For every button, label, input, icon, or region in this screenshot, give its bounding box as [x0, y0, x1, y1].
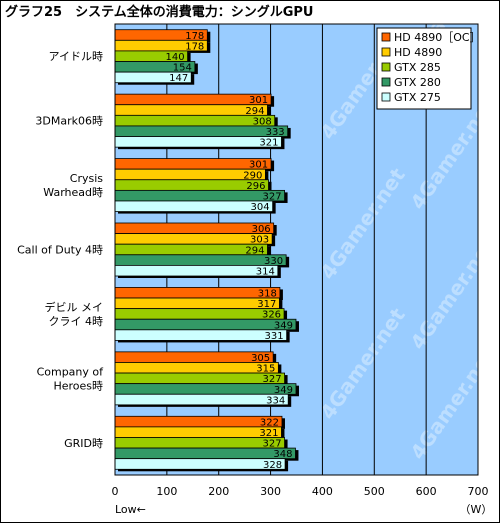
bar: [114, 351, 274, 363]
bar: [114, 233, 273, 245]
bar: [114, 222, 275, 235]
bar: [114, 415, 283, 428]
bar: [114, 125, 289, 137]
bar-value-label: 296: [246, 181, 265, 192]
bar-value-label: 327: [262, 374, 281, 385]
x-tick-label: 600: [416, 485, 437, 498]
bar-value-label: 327: [262, 439, 281, 450]
bar-value-label: 294: [245, 245, 264, 256]
bar: [114, 318, 297, 331]
bar: [114, 93, 272, 106]
legend-swatch: [381, 77, 391, 87]
legend-label: GTX 280: [394, 76, 441, 89]
legend-label: HD 4890: [394, 46, 442, 59]
bar-value-label: 331: [265, 331, 284, 342]
x-axis-unit-label: （W）: [460, 503, 493, 516]
category-label: Company of: [37, 365, 105, 378]
bar-value-label: 333: [266, 127, 285, 138]
bar-value-label: 301: [249, 95, 268, 106]
category-label: 3DMark06時: [35, 115, 103, 128]
legend-swatch: [381, 62, 391, 72]
x-tick-label: 300: [260, 485, 281, 498]
legend-swatch: [381, 32, 391, 42]
bar-value-label: 314: [256, 267, 275, 278]
bar-value-label: 178: [185, 41, 204, 52]
x-tick-label: 100: [156, 485, 177, 498]
category-label: Call of Duty 4時: [17, 244, 103, 257]
bar-value-label: 318: [258, 289, 277, 300]
legend-swatch: [381, 92, 391, 102]
bar: [114, 287, 281, 299]
legend-box: [376, 27, 472, 110]
bar-value-label: 178: [185, 31, 204, 42]
bar: [114, 447, 296, 460]
bar-value-label: 147: [169, 73, 188, 84]
plot-border: [114, 23, 479, 476]
bar: [114, 362, 279, 374]
category-label: Warhead時: [43, 186, 103, 199]
x-tick-label: 200: [208, 485, 229, 498]
bar-value-label: 304: [251, 202, 270, 213]
bar-value-label: 305: [251, 353, 270, 364]
x-tick-label: 400: [312, 485, 333, 498]
category-label: Heroes時: [53, 379, 103, 392]
bar-value-label: 154: [173, 63, 192, 74]
bar-value-label: 321: [259, 138, 278, 149]
bar: [114, 383, 297, 395]
bar: [114, 158, 272, 170]
bar: [114, 200, 274, 212]
bar-value-label: 308: [253, 116, 272, 127]
bar-value-label: 321: [259, 428, 278, 439]
bar-value-label: 306: [252, 224, 271, 235]
bar: [114, 426, 282, 438]
bar: [114, 254, 287, 266]
bar: [114, 458, 286, 470]
chart-title: グラフ25 システム全体の消費電力：シングルGPU: [5, 4, 313, 20]
bar: [114, 114, 276, 127]
bar-value-label: 294: [245, 106, 264, 117]
legend-label: HD 4890［OC］: [394, 31, 481, 44]
bar: [114, 308, 285, 320]
bar-value-label: 317: [257, 299, 276, 310]
category-label: Crysis: [70, 172, 104, 185]
category-label: デビル メイ: [45, 300, 104, 314]
category-label: クライ 4時: [49, 315, 104, 328]
x-tick-label: 700: [468, 485, 489, 498]
bar-value-label: 315: [256, 364, 275, 375]
bar-value-label: 328: [263, 460, 282, 471]
bar: [114, 297, 280, 310]
bar: [114, 393, 289, 406]
bar-value-label: 348: [273, 449, 292, 460]
bar-value-label: 334: [266, 395, 285, 406]
bar: [114, 372, 285, 385]
bar: [114, 329, 288, 341]
bar-value-label: 322: [260, 417, 279, 428]
bar-value-label: 349: [274, 385, 293, 396]
bar-value-label: 349: [274, 320, 293, 331]
x-axis-low-label: Low←: [115, 503, 146, 516]
bar-value-label: 327: [262, 191, 281, 202]
bar-value-label: 140: [166, 52, 185, 63]
category-label: アイドル時: [49, 50, 103, 63]
legend-label: GTX 285: [394, 61, 441, 74]
bar: [114, 264, 279, 277]
x-tick-label: 0: [112, 485, 119, 498]
bar-value-label: 301: [249, 160, 268, 171]
bar-value-label: 330: [264, 256, 283, 267]
bar-value-label: 326: [262, 310, 281, 321]
x-tick-label: 500: [364, 485, 385, 498]
bar-value-label: 303: [250, 235, 269, 246]
bar: [114, 136, 282, 148]
category-label: GRID時: [64, 437, 103, 450]
legend-swatch: [381, 47, 391, 57]
bar-value-label: 290: [243, 170, 262, 181]
legend-label: GTX 275: [394, 91, 441, 104]
bar: [114, 437, 285, 449]
bar: [114, 189, 285, 202]
